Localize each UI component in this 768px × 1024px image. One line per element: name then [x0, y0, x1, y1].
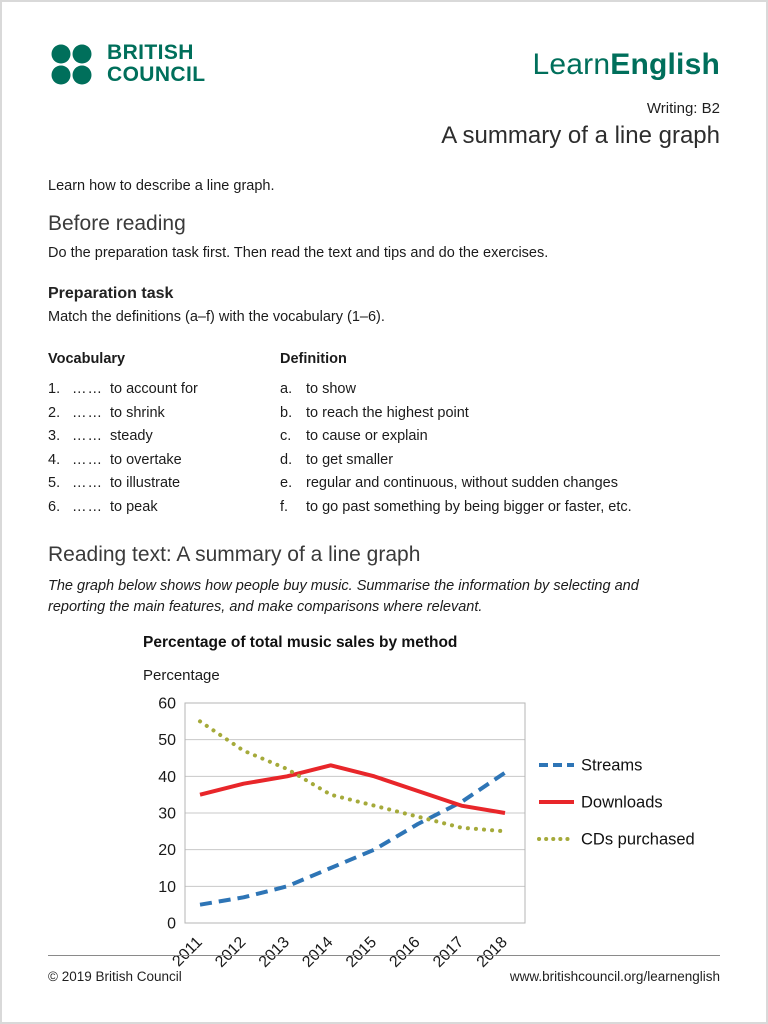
task-prompt: The graph below shows how people buy mus…: [48, 578, 639, 616]
page-title: A summary of a line graph: [441, 122, 720, 149]
matching-table: Vocabulary 1. …… to account for 2. …… to shr…: [48, 351, 720, 519]
definition-item: d. to get smaller: [280, 449, 720, 473]
logo-line-council: COUNCIL: [107, 63, 206, 86]
copyright-text: © 2019 British Council: [48, 969, 182, 984]
definition-item: b. to reach the highest point: [280, 402, 720, 426]
definition-header: Definition: [280, 351, 347, 367]
vocab-answer-blank: ……: [72, 475, 103, 491]
vocab-item: 3. …… steady: [48, 425, 280, 449]
learnenglish-logo: LearnEnglish: [533, 48, 720, 82]
legend-label-streams: Streams: [581, 757, 642, 775]
learnenglish-learn: Learn: [532, 48, 611, 81]
definition-letter: e.: [280, 475, 293, 491]
vocab-answer-blank: ……: [72, 381, 103, 397]
vocab-term: to peak: [110, 498, 158, 515]
svg-text:10: 10: [158, 879, 176, 896]
vocab-number: 2.: [48, 404, 61, 421]
svg-text:40: 40: [158, 769, 176, 786]
british-council-wordmark: BRITISH COUNCIL: [107, 42, 205, 86]
vocab-number: 1.: [48, 381, 61, 397]
logo-line-british: BRITISH: [107, 41, 194, 65]
chart-block: Percentage of total music sales by metho…: [143, 634, 720, 974]
header: BRITISH COUNCIL LearnEnglish: [48, 40, 720, 88]
chart-y-axis-label: Percentage: [143, 667, 220, 685]
vocabulary-column: Vocabulary 1. …… to account for 2. …… to shr…: [48, 351, 280, 519]
definition-item: a. to show: [280, 378, 720, 402]
vocab-number: 6.: [48, 498, 61, 515]
level-label: Writing: B2: [646, 100, 720, 117]
vocab-term: to account for: [110, 381, 198, 397]
svg-text:20: 20: [158, 842, 176, 859]
vocab-term: to overtake: [110, 451, 182, 468]
definition-letter: d.: [280, 451, 293, 468]
definition-text: to cause or explain: [306, 428, 428, 444]
chart-title: Percentage of total music sales by metho…: [143, 634, 458, 652]
before-reading-text: Do the preparation task first. Then read…: [48, 245, 549, 261]
definition-letter: c.: [280, 428, 292, 444]
british-council-dots-icon: [51, 44, 92, 85]
learnenglish-english: English: [610, 48, 720, 81]
vocab-term: steady: [110, 428, 153, 444]
definition-letter: a.: [280, 381, 293, 397]
vocab-item: 2. …… to shrink: [48, 402, 280, 426]
definition-letter: f.: [280, 498, 289, 515]
definition-item: e. regular and continuous, without sudden…: [280, 472, 720, 496]
definition-column: Definition a. to show b. to reach the high…: [280, 351, 720, 519]
legend-label-downloads: Downloads: [581, 794, 663, 812]
website-link[interactable]: www.britishcouncil.org/learnenglish: [509, 969, 720, 984]
vocab-term: to shrink: [110, 404, 165, 421]
svg-text:50: 50: [158, 732, 176, 749]
definition-letter: b.: [280, 404, 293, 421]
vocab-answer-blank: ……: [72, 451, 103, 468]
before-reading-heading: Before reading: [48, 212, 186, 235]
svg-text:0: 0: [167, 916, 176, 933]
intro-text: Learn how to describe a line graph.: [48, 178, 275, 194]
vocab-item: 4. …… to overtake: [48, 449, 280, 473]
definition-text: to show: [306, 381, 356, 397]
definition-text: to go past something by being bigger or …: [306, 498, 632, 515]
british-council-logo: BRITISH COUNCIL: [48, 40, 205, 88]
reading-text-heading: Reading text: A summary of a line graph: [48, 543, 421, 566]
definition-item: c. to cause or explain: [280, 425, 720, 449]
definition-text: regular and continuous, without sudden c…: [306, 475, 618, 491]
preparation-instruction: Match the definitions (a–f) with the voc…: [48, 309, 385, 325]
series-line-downloads: [199, 763, 506, 816]
preparation-task-heading: Preparation task: [48, 285, 174, 302]
vocabulary-header: Vocabulary: [48, 351, 126, 367]
vocab-answer-blank: ……: [72, 404, 103, 421]
definition-text: to reach the highest point: [306, 404, 469, 421]
vocab-term: to illustrate: [110, 475, 181, 491]
svg-text:60: 60: [158, 696, 176, 713]
page-footer: © 2019 British Council www.britishcounci…: [48, 955, 720, 984]
vocab-item: 6. …… to peak: [48, 496, 280, 520]
legend-label-cds-purchased: CDs purchased: [581, 831, 695, 849]
definition-text: to get smaller: [306, 451, 394, 468]
svg-text:30: 30: [158, 806, 176, 823]
vocab-item: 1. …… to account for: [48, 378, 280, 402]
definition-item: f. to go past something by being bigger o…: [280, 496, 720, 520]
vocab-number: 5.: [48, 475, 61, 491]
vocab-number: 4.: [48, 451, 61, 468]
vocab-answer-blank: ……: [72, 428, 103, 444]
vocab-answer-blank: ……: [72, 498, 103, 515]
series-line-streams: [199, 771, 507, 907]
vocab-number: 3.: [48, 428, 61, 444]
vocab-item: 5. …… to illustrate: [48, 472, 280, 496]
